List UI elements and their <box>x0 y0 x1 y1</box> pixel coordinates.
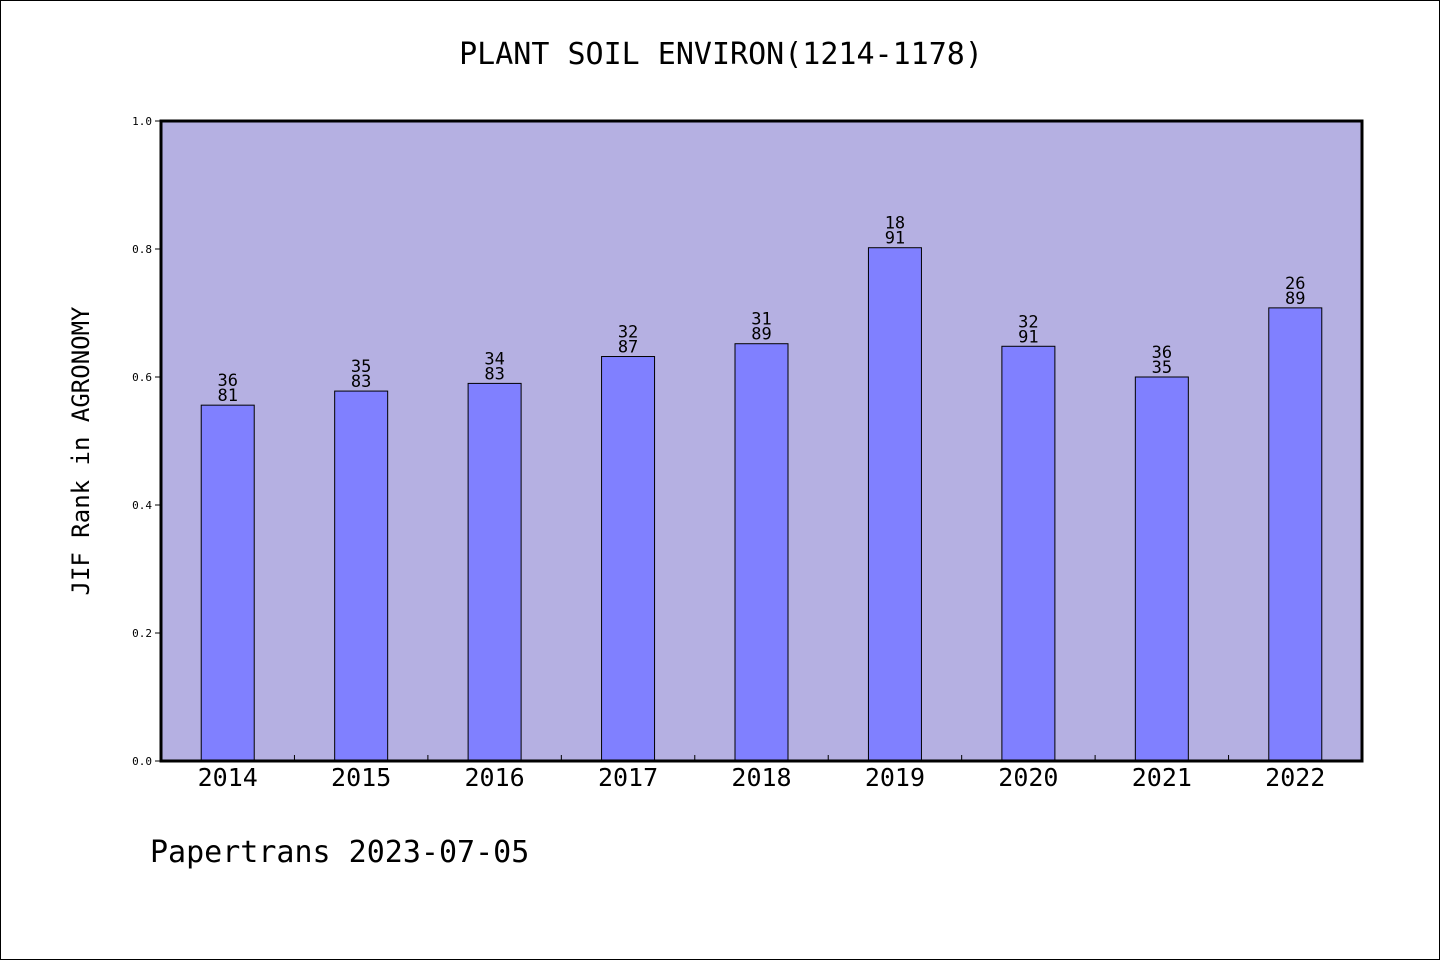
data-label: 91 <box>885 229 905 249</box>
data-label: 89 <box>751 325 771 345</box>
data-label: 87 <box>618 338 638 358</box>
data-label: 34 <box>484 349 504 369</box>
bar-2015 <box>334 390 389 762</box>
chart-title: PLANT SOIL ENVIRON(1214-1178) <box>459 37 983 72</box>
bar-2018 <box>734 343 789 762</box>
data-label: 83 <box>484 364 504 384</box>
footer-text: Papertrans 2023-07-05 <box>150 835 530 870</box>
bar-2021 <box>1134 376 1189 762</box>
x-tick-label: 2022 <box>1265 763 1325 792</box>
plot-frame <box>159 119 1364 763</box>
y-tick-label: 0.8 <box>132 243 152 256</box>
data-label: 18 <box>885 214 905 234</box>
data-label: 36 <box>217 371 237 391</box>
x-tick-label: 2021 <box>1132 763 1192 792</box>
data-label: 83 <box>351 372 371 392</box>
x-tick-label: 2014 <box>198 763 258 792</box>
y-tick-label: 0.2 <box>132 627 152 640</box>
bar-2014 <box>200 404 255 762</box>
data-label: 31 <box>751 310 771 330</box>
data-label: 35 <box>1152 358 1172 378</box>
x-tick-label: 2015 <box>331 763 391 792</box>
data-label: 89 <box>1285 289 1305 309</box>
data-label: 32 <box>618 323 638 343</box>
bar-2022 <box>1268 307 1323 762</box>
x-tick-label: 2019 <box>865 763 925 792</box>
bar-2020 <box>1001 345 1056 762</box>
data-label: 35 <box>351 357 371 377</box>
y-tick-label: 0.0 <box>132 755 152 768</box>
data-label: 36 <box>1152 343 1172 363</box>
data-label: 81 <box>217 386 237 406</box>
x-tick-label: 2017 <box>598 763 658 792</box>
data-label: 91 <box>1018 327 1038 347</box>
bar-2017 <box>601 356 656 762</box>
x-tick-label: 2018 <box>731 763 791 792</box>
y-tick-label: 0.6 <box>132 371 152 384</box>
bar-2019 <box>867 247 922 762</box>
x-tick-label: 2016 <box>465 763 525 792</box>
y-tick-label: 0.4 <box>132 499 152 512</box>
y-tick-label: 1.0 <box>132 115 152 128</box>
data-label: 26 <box>1285 274 1305 294</box>
x-tick-label: 2020 <box>998 763 1058 792</box>
data-label: 32 <box>1018 312 1038 332</box>
bar-2016 <box>467 382 522 762</box>
